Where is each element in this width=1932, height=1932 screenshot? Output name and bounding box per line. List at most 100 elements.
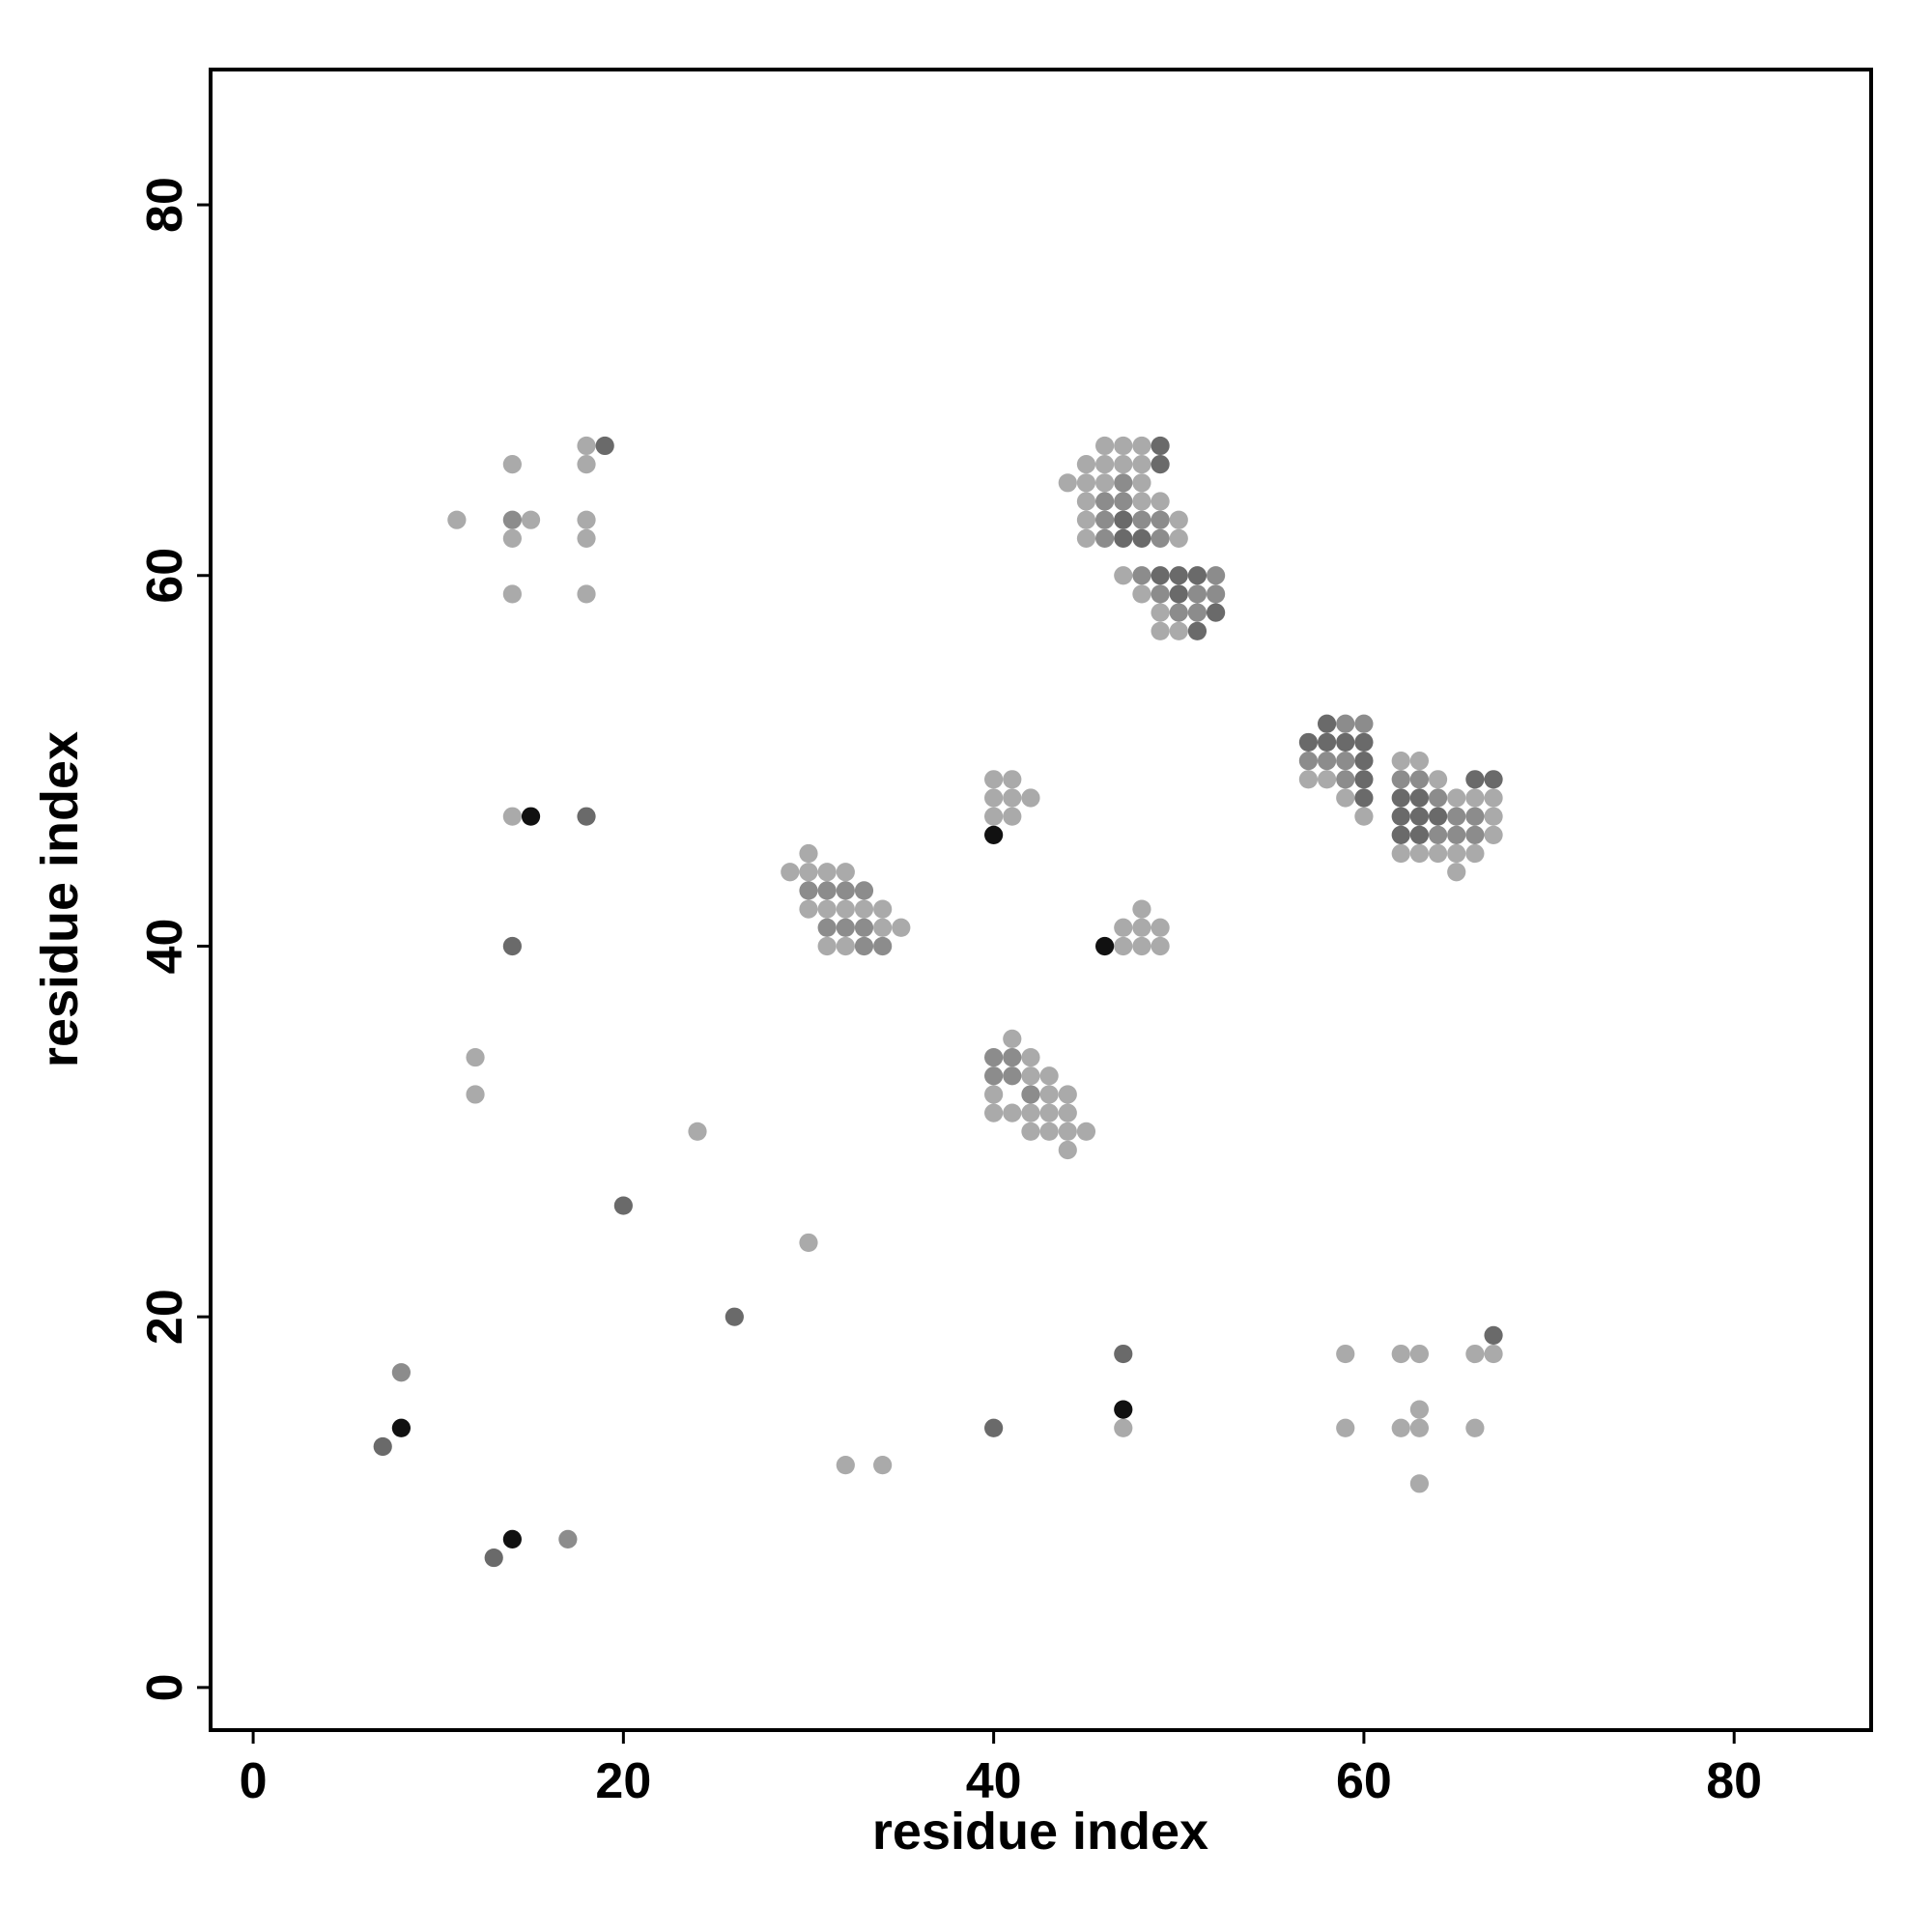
point	[1039, 1103, 1059, 1122]
point	[502, 936, 522, 956]
point	[1003, 788, 1022, 808]
point	[836, 936, 855, 956]
point	[521, 510, 541, 529]
point	[1076, 455, 1096, 474]
point	[1132, 584, 1151, 604]
point	[873, 918, 893, 937]
point	[854, 936, 874, 956]
point	[984, 1418, 1004, 1437]
point	[1317, 752, 1337, 771]
point	[391, 1363, 411, 1382]
y-tick-label: 0	[137, 1673, 193, 1701]
point	[1132, 528, 1151, 548]
point	[1187, 603, 1208, 622]
point	[1039, 1085, 1059, 1104]
point	[1003, 807, 1022, 826]
point	[1076, 510, 1096, 529]
point	[1354, 807, 1374, 826]
point	[1465, 1418, 1485, 1437]
point	[1021, 1047, 1040, 1067]
point	[1132, 455, 1151, 474]
point	[1003, 1047, 1022, 1067]
x-tick-label: 80	[1706, 1753, 1762, 1809]
point	[984, 1066, 1004, 1086]
point	[817, 899, 837, 919]
point	[1003, 1103, 1022, 1122]
point	[892, 918, 911, 937]
point	[1484, 825, 1503, 844]
point	[1076, 528, 1096, 548]
point	[1206, 603, 1226, 622]
point	[1409, 752, 1430, 771]
point	[1336, 1344, 1355, 1364]
point	[1206, 584, 1226, 604]
point	[1391, 825, 1410, 844]
point	[577, 455, 596, 474]
point	[1391, 752, 1410, 771]
point	[817, 881, 837, 900]
y-tick-label: 40	[137, 919, 193, 975]
point	[836, 899, 855, 919]
point	[502, 455, 522, 474]
point	[1151, 436, 1170, 456]
point	[1465, 770, 1485, 789]
point	[1354, 752, 1374, 771]
point	[1336, 1418, 1355, 1437]
point	[1465, 807, 1485, 826]
point	[984, 1047, 1004, 1067]
point	[1317, 770, 1337, 789]
x-tick-label: 20	[595, 1753, 651, 1809]
point	[502, 807, 522, 826]
point	[577, 528, 596, 548]
point	[1151, 918, 1170, 937]
point	[854, 881, 874, 900]
point	[1151, 566, 1170, 585]
point	[1484, 807, 1503, 826]
point	[1114, 473, 1133, 493]
point	[781, 863, 800, 882]
point	[1021, 1066, 1040, 1086]
point	[502, 510, 522, 529]
point	[873, 899, 893, 919]
y-tick-label: 20	[137, 1289, 193, 1345]
y-axis-label: residue index	[31, 731, 89, 1067]
point	[1003, 770, 1022, 789]
point	[391, 1418, 411, 1437]
point	[1132, 918, 1151, 937]
point	[1336, 732, 1355, 753]
point	[1187, 584, 1208, 604]
point	[1447, 807, 1466, 826]
point	[1409, 1400, 1430, 1419]
point	[984, 770, 1004, 789]
point	[1114, 455, 1133, 474]
point	[1298, 732, 1319, 753]
point	[817, 863, 837, 882]
point	[1447, 788, 1466, 808]
point	[1409, 1474, 1430, 1493]
point	[1391, 843, 1410, 864]
y-tick-label: 80	[137, 177, 193, 233]
point	[799, 1233, 818, 1253]
point	[373, 1436, 392, 1457]
point	[1187, 621, 1208, 640]
point	[1114, 1344, 1133, 1364]
point	[984, 788, 1004, 808]
point	[1132, 936, 1151, 956]
point	[613, 1196, 633, 1215]
point	[1428, 825, 1448, 844]
point	[854, 918, 874, 937]
point	[1114, 436, 1133, 456]
point	[873, 936, 893, 956]
point	[1409, 1418, 1430, 1437]
point	[1076, 473, 1096, 493]
point	[1428, 788, 1448, 808]
point	[836, 918, 855, 937]
point	[1114, 1418, 1133, 1437]
point	[799, 863, 818, 882]
point	[577, 436, 596, 456]
point	[1169, 621, 1188, 640]
point	[836, 881, 855, 900]
point	[1003, 1029, 1022, 1048]
point	[1447, 825, 1466, 844]
point	[1151, 492, 1170, 511]
